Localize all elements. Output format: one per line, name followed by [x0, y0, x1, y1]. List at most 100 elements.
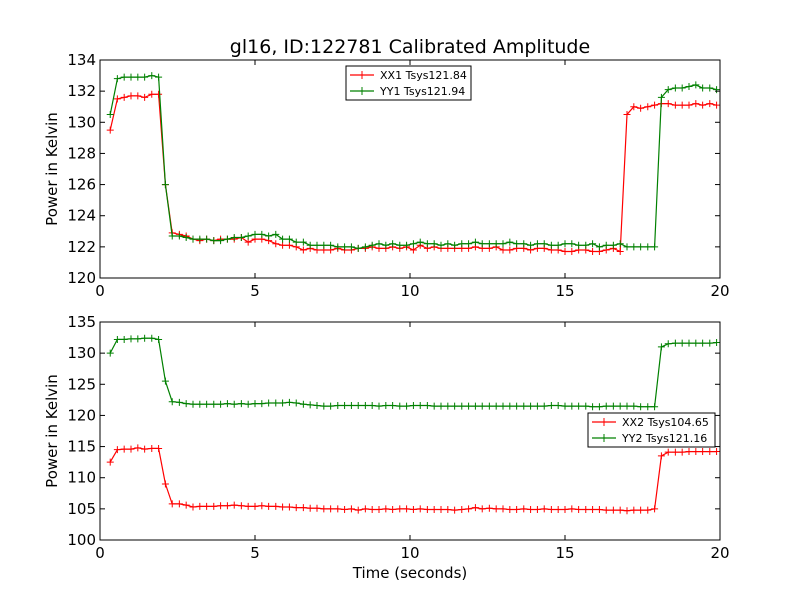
- data-point: [354, 506, 362, 514]
- data-point: [368, 401, 376, 409]
- data-point: [285, 235, 293, 243]
- legend-label: YY2 Tsys121.16: [621, 432, 707, 445]
- data-point: [568, 402, 576, 410]
- data-point: [389, 505, 397, 513]
- data-point: [465, 402, 473, 410]
- data-point: [692, 339, 700, 347]
- data-point: [685, 82, 693, 90]
- data-point: [217, 400, 225, 408]
- data-point: [657, 93, 665, 101]
- y-tick-label: 130: [67, 113, 96, 131]
- data-point: [644, 506, 652, 514]
- data-point: [230, 501, 238, 509]
- data-point: [485, 504, 493, 512]
- x-tick-label: 10: [400, 282, 419, 300]
- data-point: [127, 445, 135, 453]
- data-point: [389, 240, 397, 248]
- data-point: [527, 402, 535, 410]
- data-point: [527, 505, 535, 513]
- data-point: [141, 93, 149, 101]
- data-point: [299, 246, 307, 254]
- data-point: [168, 232, 176, 240]
- data-point: [272, 230, 280, 238]
- data-point: [623, 111, 631, 118]
- data-point: [554, 505, 562, 513]
- data-point: [458, 402, 466, 410]
- data-point: [664, 100, 672, 108]
- data-point: [595, 403, 603, 411]
- data-point: [113, 335, 121, 343]
- data-point: [437, 241, 445, 249]
- data-point: [258, 502, 266, 510]
- data-point: [423, 401, 431, 409]
- data-point: [533, 402, 541, 410]
- data-point: [630, 506, 638, 514]
- y-axis-label: Power in Kelvin: [43, 374, 61, 488]
- data-point: [465, 505, 473, 513]
- data-point: [279, 235, 287, 243]
- data-point: [155, 335, 163, 343]
- data-point: [237, 502, 245, 510]
- legend-box: [587, 412, 716, 448]
- x-tick-label: 5: [250, 282, 260, 300]
- data-point: [292, 399, 300, 407]
- data-point: [444, 402, 452, 410]
- legend: XX1 Tsys121.84 YY1 Tsys121.94: [345, 65, 472, 101]
- data-point: [279, 241, 287, 249]
- x-tick-label: 5: [250, 544, 260, 562]
- data-point: [458, 505, 466, 513]
- data-point: [175, 500, 183, 508]
- data-point: [409, 246, 417, 254]
- x-axis-label: Time (seconds): [352, 564, 468, 582]
- data-point: [513, 240, 521, 248]
- data-point: [210, 237, 218, 245]
- y-tick-label: 125: [67, 375, 96, 393]
- data-point: [120, 93, 128, 101]
- x-tick-label: 15: [555, 282, 574, 300]
- data-point: [341, 243, 349, 251]
- data-point: [279, 399, 287, 407]
- data-point: [230, 234, 238, 242]
- bottom-plot: 0 5 10 15 20 100 105 110 115 120 125 130 135 Power in…: [43, 313, 730, 582]
- data-point: [706, 339, 714, 347]
- data-point: [334, 505, 342, 513]
- data-point: [155, 444, 163, 452]
- data-point: [699, 84, 707, 92]
- data-point: [678, 339, 686, 347]
- data-point: [168, 398, 176, 406]
- data-point: [416, 401, 424, 409]
- y-tick-label: 122: [67, 238, 96, 256]
- data-point: [651, 243, 659, 251]
- figure-title: gl16, ID:122781 Calibrated Amplitude: [230, 36, 590, 58]
- data-point: [141, 334, 149, 342]
- data-point: [396, 241, 404, 249]
- data-point: [382, 505, 390, 513]
- data-point: [713, 448, 721, 456]
- data-point: [189, 400, 197, 408]
- series-2: [106, 334, 721, 411]
- data-point: [520, 240, 528, 248]
- data-point: [320, 505, 328, 513]
- data-point: [389, 401, 397, 409]
- data-point: [306, 241, 314, 249]
- data-point: [685, 448, 693, 456]
- y-tick-label: 128: [67, 144, 96, 162]
- data-point: [533, 505, 541, 513]
- data-point: [644, 403, 652, 411]
- data-point: [113, 95, 121, 103]
- data-point: [575, 402, 583, 410]
- data-point: [506, 246, 514, 254]
- y-tick-label: 115: [67, 438, 96, 456]
- y-tick-label: 124: [67, 207, 96, 225]
- data-point: [148, 334, 156, 342]
- data-point: [244, 232, 252, 240]
- series-1: [106, 444, 721, 515]
- data-point: [478, 505, 486, 513]
- x-tick-label: 0: [95, 282, 105, 300]
- data-point: [299, 400, 307, 408]
- data-point: [106, 111, 114, 118]
- y-tick-label: 110: [67, 469, 96, 487]
- data-point: [664, 86, 672, 94]
- data-point: [554, 401, 562, 409]
- data-point: [547, 505, 555, 513]
